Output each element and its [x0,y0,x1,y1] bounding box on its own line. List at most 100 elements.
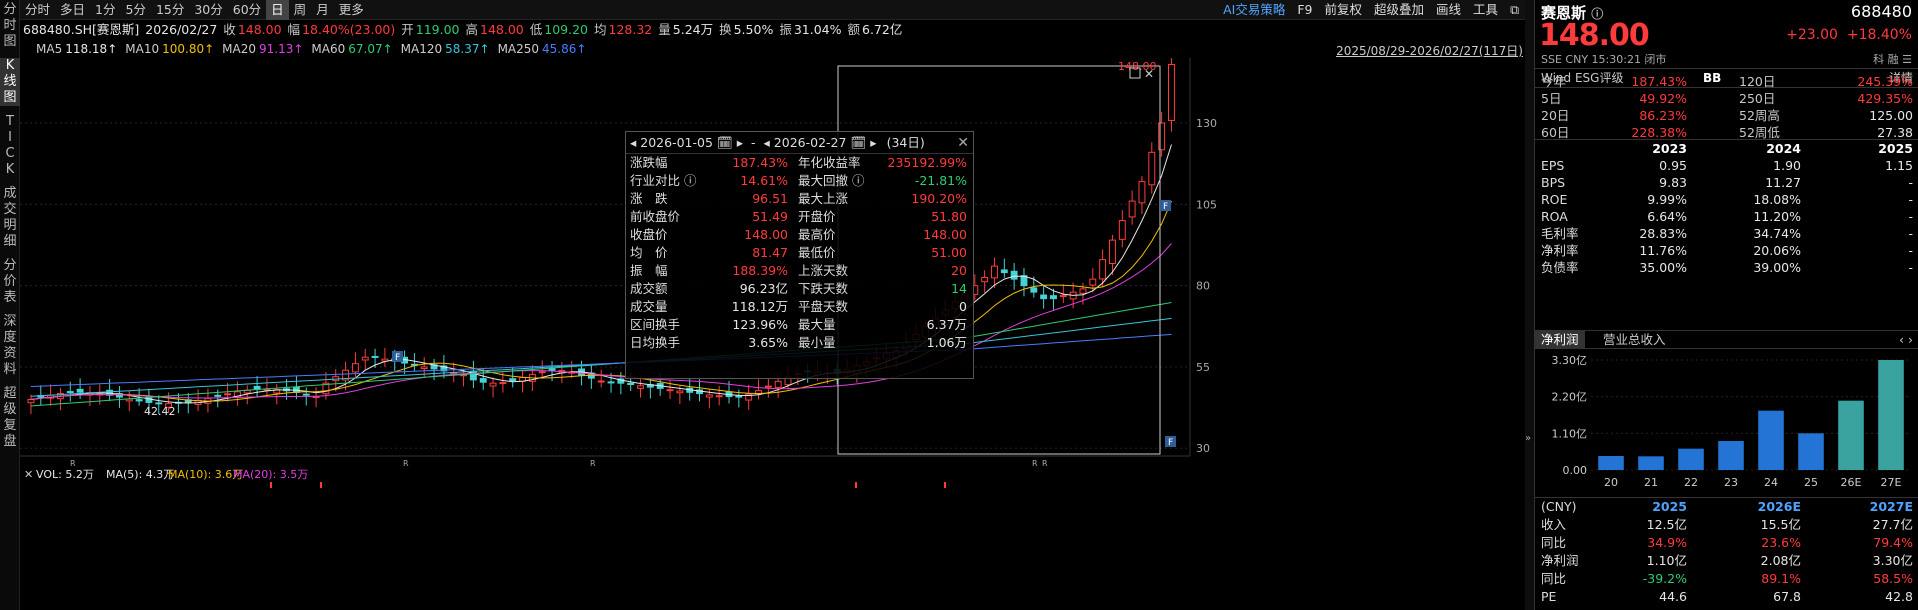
nav-price-table[interactable]: 分价表 [0,258,20,306]
fin-value: 35.00% [1639,260,1687,275]
fin-value: 0.95 [1659,158,1687,173]
nav-char: T [6,114,14,129]
fin-value: - [1908,175,1913,190]
period-tab-1[interactable]: 多日 [60,1,86,17]
next-start-icon[interactable]: ▸ [736,135,744,150]
f-badge[interactable] [392,351,403,362]
candle-body [214,394,222,397]
right-panel-collapse[interactable]: » [1525,0,1534,610]
event-star-icon[interactable]: * [32,58,37,61]
popup-start-date[interactable]: 2026-01-05 [640,135,713,150]
candle-body [981,277,989,283]
candle-body [1109,239,1116,265]
toolbar-btn-5[interactable]: 工具 [1473,2,1499,17]
popup-row: 均 价 81.47 最低价 51.00 [626,244,973,262]
period-tab-10[interactable]: 更多 [338,1,364,17]
period-tab-2[interactable]: 1分 [95,1,116,17]
returns-label: 5日 [1541,91,1562,106]
fin-year: 2024 [1766,141,1801,156]
period-tab-8[interactable]: 周 [293,1,307,17]
calendar-icon[interactable]: 🗓 [850,135,867,150]
popup-stat-value: 148.00 [744,227,788,242]
toolbar-btn-4[interactable]: 画线 [1436,2,1462,17]
event-star-icon[interactable]: * [1114,58,1119,61]
amount-value: 6.72亿 [862,22,903,37]
period-tab-7[interactable]: 日 [266,0,289,20]
close-icon[interactable]: ✕ [957,135,969,151]
toolbar-btn-2[interactable]: 前复权 [1324,2,1363,17]
candle-body [1079,288,1087,294]
fin-row: 负债率 35.00% 39.00% - [1535,259,1918,276]
period-tab-4[interactable]: 15分 [155,1,185,17]
forecast-value: 12.5亿 [1646,517,1687,532]
open-label: 开 [401,22,414,37]
returns-value: 245.39% [1857,74,1913,89]
nav-trades[interactable]: 成交明细 [0,186,20,250]
popup-stat-label: 区间换手 [630,317,681,332]
close-label: 收 [223,22,236,37]
prev-end-icon[interactable]: ◂ [763,135,770,150]
fullscreen-icon[interactable]: ⧉ [1510,2,1519,17]
tab-revenue[interactable]: 营业总收入 [1603,332,1666,347]
popup-end-date[interactable]: 2026-02-27 [773,135,847,150]
toolbar-btn-0[interactable]: AI交易策略 [1223,2,1286,17]
margin-flags[interactable]: 科 融 ☰ [1873,53,1912,66]
tab-nav-icon[interactable]: ‹ › [1899,332,1913,347]
ma-line [30,302,1172,407]
esg-detail-link[interactable]: 详情 [1888,71,1913,85]
forecast-header: (CNY) 2025 2026E 2027E [1535,498,1918,516]
candle-body [1099,259,1107,280]
fin-value: 6.64% [1647,209,1687,224]
collapse-arrow-icon[interactable]: » [1525,433,1532,444]
fin-value: 11.20% [1753,209,1801,224]
low-label: 42.42 [144,405,176,418]
f-badge[interactable] [1165,436,1176,447]
nav-superposition[interactable]: 超级复盘 [0,386,20,450]
nav-char: K [5,58,15,73]
period-tab-0[interactable]: 分时 [25,1,51,17]
vol-close-icon[interactable]: ✕ [24,468,33,481]
period-tab-9[interactable]: 月 [316,1,329,17]
toolbar-btn-1[interactable]: F9 [1297,2,1313,17]
event-star-icon[interactable]: * [278,58,283,61]
candle-body [774,380,782,389]
popup-stat-value: 96.23亿 [739,281,788,296]
close-selection-icon[interactable]: ✕ [1144,67,1154,81]
calendar-icon[interactable]: 🗓 [716,135,733,150]
candle-body [1030,287,1038,293]
popup-header: ◂ 2026-01-05 🗓 ▸ - ◂ 2026-02-27 🗓 ▸ (34日… [626,132,973,154]
fin-tabs: 净利润 营业总收入 ‹ › [1535,330,1918,349]
event-star-icon[interactable]: * [882,58,887,61]
nav-fenshi[interactable]: 分时图 [0,2,20,50]
nav-depth[interactable]: 深度资料 [0,314,20,378]
fin-label: ROA [1541,209,1568,224]
returns-value: 125.00 [1869,108,1913,123]
ma-label: MA5 [36,42,63,56]
event-star-icon[interactable]: * [395,58,400,61]
period-tab-6[interactable]: 60分 [232,1,262,17]
code-name: 688480.SH[赛恩斯] [23,22,140,37]
info-icon[interactable]: ⓘ [1591,7,1604,21]
quote-date: 2026/02/27 [145,22,218,37]
popup-stat-value: 187.43% [732,155,788,170]
candle-body [1020,275,1028,287]
popup-stat-value: 0 [959,299,967,314]
date-range-link[interactable]: 2025/08/29-2026/02/27(117日) [1336,44,1523,58]
next-end-icon[interactable]: ▸ [870,135,877,150]
popup-stat-label: 年化收益率 [798,155,861,170]
period-tab-5[interactable]: 30分 [194,1,223,17]
ma-value: 118.18↑ [65,42,118,56]
popup-stat-value: 118.12万 [731,299,788,314]
toolbar-btn-3[interactable]: 超级叠加 [1374,2,1425,17]
period-tab-3[interactable]: 5分 [125,1,146,17]
event-star-icon[interactable]: * [268,58,273,61]
f-badge[interactable] [1160,200,1171,211]
candle-body [597,380,605,383]
fin-value: 1.15 [1885,158,1913,173]
maximize-icon[interactable] [1129,67,1141,79]
prev-start-icon[interactable]: ◂ [630,135,637,150]
bar-x-label: 23 [1724,476,1738,489]
tab-net-profit[interactable]: 净利润 [1535,331,1585,348]
